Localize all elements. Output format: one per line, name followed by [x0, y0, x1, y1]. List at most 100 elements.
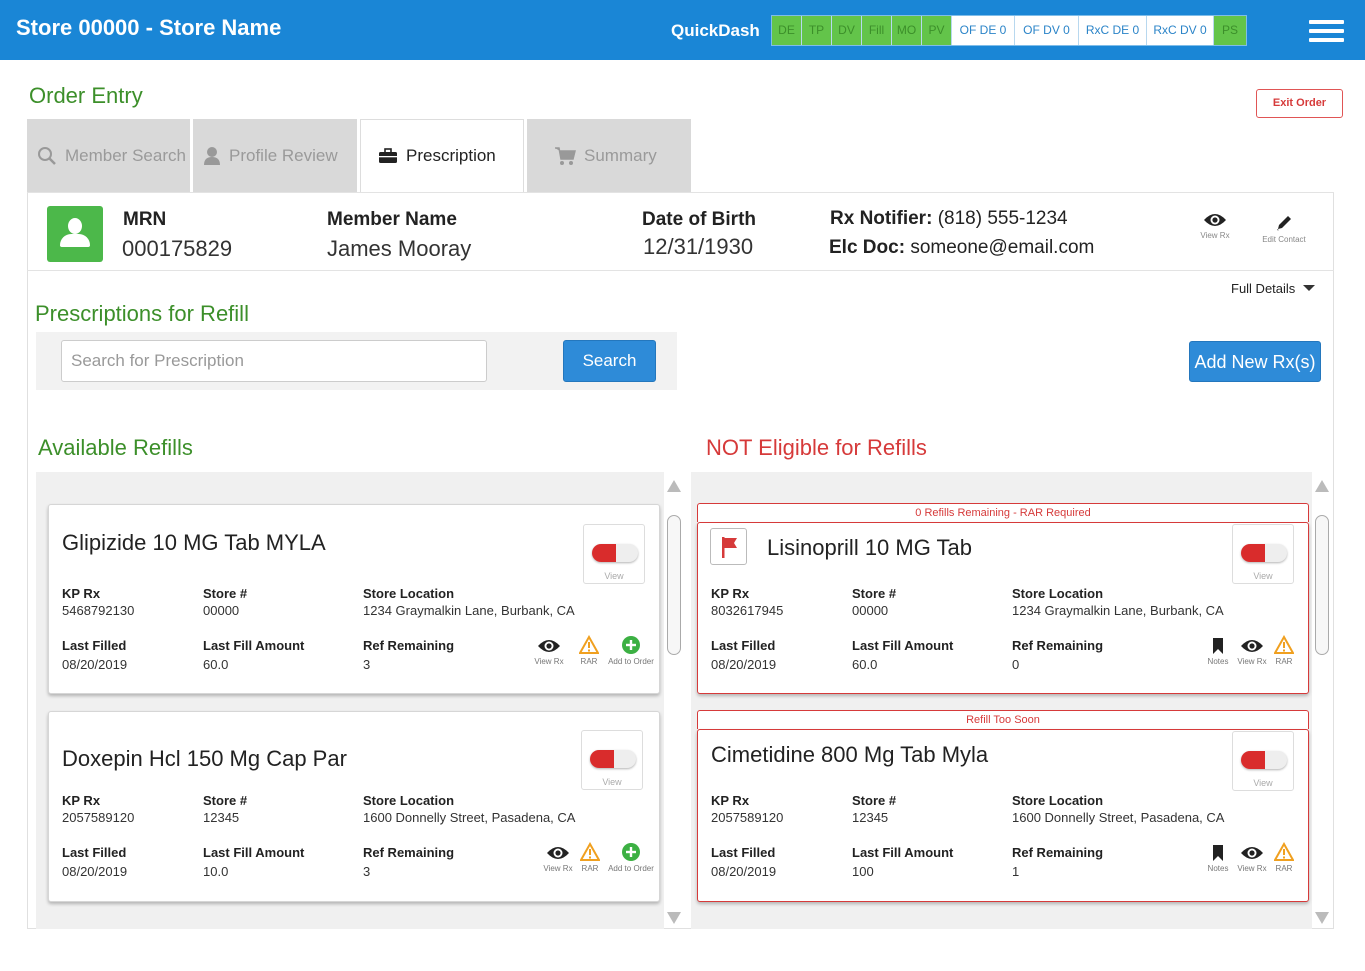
- member-view-rx-label: View Rx: [1200, 231, 1230, 240]
- quickdash-rxc-de[interactable]: RxC DE 0: [1079, 16, 1147, 45]
- view-rx-button[interactable]: View Rx: [541, 844, 575, 873]
- warning-icon: [579, 635, 599, 654]
- refill-card[interactable]: [48, 711, 660, 902]
- quickdash-dv[interactable]: DV: [832, 16, 862, 45]
- menu-icon[interactable]: [1309, 20, 1344, 42]
- pill-icon: [592, 544, 638, 562]
- rar-label: RAR: [581, 864, 599, 873]
- tab-summary[interactable]: Summary: [527, 119, 691, 192]
- view-rx-button[interactable]: View Rx: [532, 637, 566, 666]
- tab-summary-label: Summary: [584, 145, 657, 165]
- add-to-order-button[interactable]: Add to Order: [606, 842, 656, 873]
- rx-notifier-label: Rx Notifier:: [830, 208, 933, 229]
- last-filled-label: Last Filled: [62, 845, 127, 860]
- store-location-value: 1234 Graymalkin Lane, Burbank, CA: [363, 603, 575, 618]
- prescription-search-input[interactable]: [61, 340, 487, 382]
- last-fill-amount-label: Last Fill Amount: [852, 638, 954, 653]
- notes-label: Notes: [1207, 864, 1229, 873]
- notes-label: Notes: [1207, 657, 1229, 666]
- not-eligible-scrollbar[interactable]: [1312, 472, 1332, 929]
- search-button[interactable]: Search: [563, 340, 656, 382]
- quickdash-mo[interactable]: MO: [892, 16, 922, 45]
- ineligible-card[interactable]: [697, 522, 1309, 694]
- add-new-rx-button[interactable]: Add New Rx(s): [1189, 341, 1321, 382]
- prescription-panel: [27, 192, 1334, 929]
- view-rx-button[interactable]: View Rx: [1235, 637, 1269, 666]
- rar-button[interactable]: RAR: [1272, 842, 1296, 873]
- page-title: Order Entry: [29, 83, 143, 108]
- view-drug-button[interactable]: View: [581, 730, 643, 790]
- search-icon: [38, 146, 56, 165]
- tab-prescription[interactable]: Prescription: [360, 119, 524, 192]
- last-fill-amount-value: 10.0: [203, 864, 229, 879]
- ref-remaining-value: 0: [1012, 657, 1020, 672]
- edit-contact-label: Edit Contact: [1262, 235, 1306, 244]
- kp-rx-value: 2057589120: [62, 810, 135, 825]
- store-location-label: Store Location: [363, 586, 455, 601]
- kp-rx-label: KP Rx: [62, 793, 101, 808]
- pill-icon: [1241, 751, 1287, 769]
- available-scrollbar[interactable]: [664, 472, 684, 929]
- quickdash-rxc-dv[interactable]: RxC DV 0: [1147, 16, 1214, 45]
- rx-notifier: Rx Notifier: (818) 555-1234: [830, 208, 1068, 230]
- ineligible-banner: 0 Refills Remaining - RAR Required: [697, 503, 1309, 522]
- eye-icon: [1204, 214, 1226, 226]
- dob-label: Date of Birth: [642, 209, 756, 230]
- ineligible-card[interactable]: [697, 729, 1309, 902]
- last-fill-amount-value: 60.0: [852, 657, 878, 672]
- member-view-rx-button[interactable]: View Rx: [1195, 211, 1235, 240]
- not-eligible-title: NOT Eligible for Refills: [706, 435, 927, 460]
- rar-button[interactable]: RAR: [1272, 635, 1296, 666]
- pill-icon: [1241, 544, 1287, 562]
- refill-card[interactable]: [48, 504, 660, 694]
- tab-profile-review-label: Profile Review: [229, 145, 338, 165]
- kp-rx-value: 8032617945: [711, 603, 784, 618]
- warning-icon: [1274, 842, 1294, 861]
- rar-button[interactable]: RAR: [577, 635, 601, 666]
- notes-button[interactable]: Notes: [1206, 844, 1230, 873]
- store-location-value: 1600 Donnelly Street, Pasadena, CA: [1012, 810, 1225, 825]
- edit-contact-button[interactable]: Edit Contact: [1259, 213, 1309, 244]
- view-rx-button[interactable]: View Rx: [1235, 844, 1269, 873]
- member-info-row: [27, 192, 1334, 271]
- quickdash-of-de[interactable]: OF DE 0: [952, 16, 1015, 45]
- quickdash-tp[interactable]: TP: [802, 16, 832, 45]
- view-drug-button[interactable]: View: [583, 524, 645, 584]
- store-location-value: 1600 Donnelly Street, Pasadena, CA: [363, 810, 576, 825]
- warning-icon: [1274, 635, 1294, 654]
- last-fill-amount-label: Last Fill Amount: [852, 845, 954, 860]
- pencil-icon: [1277, 216, 1291, 231]
- tab-profile-review[interactable]: Profile Review: [193, 119, 357, 192]
- member-name-value: James Mooray: [327, 236, 472, 261]
- quickdash-fill[interactable]: Fill: [862, 16, 892, 45]
- notes-button[interactable]: Notes: [1206, 637, 1230, 666]
- view-drug-button[interactable]: View: [1232, 731, 1294, 791]
- add-to-order-button[interactable]: Add to Order: [606, 635, 656, 666]
- rar-button[interactable]: RAR: [578, 842, 602, 873]
- elc-doc: Elc Doc: someone@email.com: [829, 237, 1094, 259]
- quickdash-of-dv[interactable]: OF DV 0: [1015, 16, 1079, 45]
- quickdash-pv[interactable]: PV: [922, 16, 952, 45]
- quickdash-ps[interactable]: PS: [1214, 16, 1246, 45]
- view-rx-label: View Rx: [1237, 864, 1267, 873]
- ref-remaining-label: Ref Remaining: [1012, 638, 1104, 653]
- view-rx-label: View Rx: [543, 864, 573, 873]
- flag-button[interactable]: [710, 528, 747, 565]
- full-details-toggle[interactable]: Full Details: [1231, 281, 1316, 296]
- view-drug-button[interactable]: View: [1232, 524, 1294, 584]
- rar-label: RAR: [1275, 657, 1293, 666]
- store-location-label: Store Location: [363, 793, 455, 808]
- last-filled-value: 08/20/2019: [62, 657, 128, 672]
- quickdash-de[interactable]: DE: [772, 16, 802, 45]
- plus-circle-icon: [622, 843, 640, 861]
- ineligible-banner: Refill Too Soon: [697, 710, 1309, 729]
- dob-value: 12/31/1930: [643, 234, 754, 259]
- tab-member-search[interactable]: Member Search: [27, 119, 190, 192]
- prescriptions-for-refill-title: Prescriptions for Refill: [35, 301, 249, 326]
- view-drug-label: View: [1253, 571, 1273, 581]
- ref-remaining-label: Ref Remaining: [1012, 845, 1104, 860]
- drug-name: Cimetidine 800 Mg Tab Myla: [711, 742, 989, 767]
- exit-order-button[interactable]: Exit Order: [1256, 89, 1343, 118]
- last-filled-value: 08/20/2019: [711, 864, 777, 879]
- flag-icon: [722, 537, 737, 558]
